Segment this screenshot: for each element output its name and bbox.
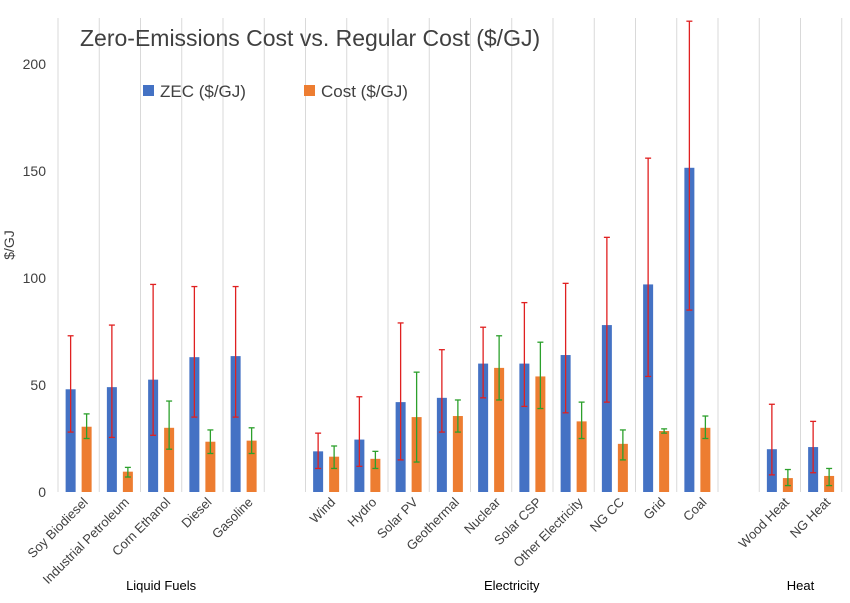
- bar-zec: [313, 451, 324, 492]
- bar-zec: [601, 325, 612, 492]
- group-label: Liquid Fuels: [126, 578, 197, 593]
- x-tick-label: Hydro: [344, 495, 379, 530]
- x-tick-label: Grid: [640, 495, 668, 523]
- x-tick-label: NG CC: [587, 495, 627, 535]
- y-tick-label: 150: [23, 163, 47, 179]
- bar-cost: [81, 426, 92, 492]
- y-tick-label: 0: [38, 484, 46, 500]
- y-axis-ticks: 0 50 100 150 200: [23, 56, 47, 500]
- group-labels: Liquid Fuels Electricity Heat: [126, 578, 815, 593]
- legend-label-cost: Cost ($/GJ): [321, 82, 408, 101]
- x-tick-label: NG Heat: [787, 494, 834, 541]
- y-tick-label: 200: [23, 56, 47, 72]
- bar-cost: [494, 367, 505, 492]
- bar-zec: [65, 389, 76, 492]
- x-tick-label: Gasoline: [209, 495, 256, 542]
- bar-cost: [700, 427, 711, 492]
- bar-zec: [519, 363, 530, 492]
- x-tick-label: Coal: [680, 494, 710, 524]
- bar-cost: [246, 440, 257, 492]
- bar-zec: [684, 167, 695, 493]
- x-tick-label: Wind: [307, 495, 339, 527]
- x-tick-label: Diesel: [178, 494, 214, 530]
- legend-label-zec: ZEC ($/GJ): [160, 82, 246, 101]
- bar-zec: [230, 356, 241, 492]
- x-tick-label: Wood Heat: [736, 494, 793, 551]
- bar-zec: [189, 357, 200, 492]
- legend: ZEC ($/GJ) Cost ($/GJ): [143, 82, 408, 101]
- y-axis-title: $/GJ: [1, 230, 17, 260]
- y-tick-label: 50: [30, 377, 46, 393]
- legend-swatch-cost: [304, 85, 315, 96]
- bar-cost: [535, 376, 546, 492]
- bars: [65, 20, 835, 493]
- bar-cost: [576, 421, 587, 492]
- bar-cost: [370, 458, 381, 492]
- bar-cost: [205, 441, 216, 492]
- bar-zec: [106, 387, 117, 492]
- gridlines: [57, 18, 843, 492]
- group-label: Electricity: [484, 578, 540, 593]
- bar-cost: [452, 416, 463, 492]
- bar-cost: [164, 427, 175, 492]
- chart-title: Zero-Emissions Cost vs. Regular Cost ($/…: [80, 25, 540, 51]
- bar-cost: [329, 456, 340, 492]
- group-label: Heat: [787, 578, 815, 593]
- bar-zec: [643, 284, 654, 492]
- bar-cost: [122, 471, 133, 492]
- bar-zec: [478, 363, 489, 492]
- y-tick-label: 100: [23, 270, 47, 286]
- bar-zec: [560, 355, 571, 492]
- bar-cost: [659, 431, 670, 492]
- bar-zec: [436, 397, 447, 492]
- bar-cost: [617, 443, 628, 492]
- legend-swatch-zec: [143, 85, 154, 96]
